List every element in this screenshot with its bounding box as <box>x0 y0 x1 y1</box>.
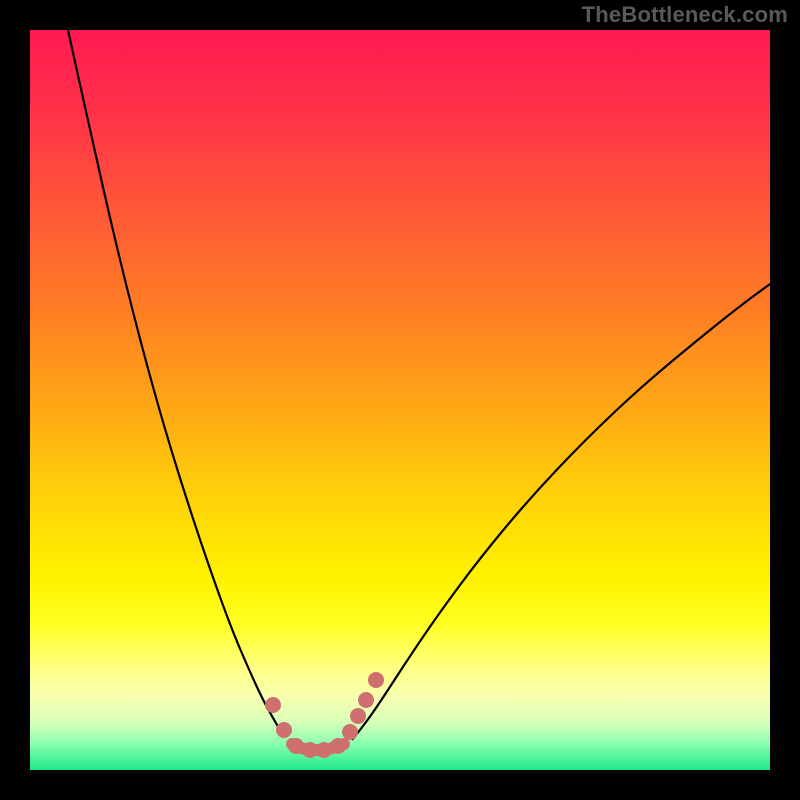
marker-dot <box>368 672 384 688</box>
watermark-text: TheBottleneck.com <box>582 2 788 28</box>
marker-dot <box>302 742 318 758</box>
marker-dot <box>288 738 304 754</box>
marker-dot <box>330 738 346 754</box>
marker-dot <box>358 692 374 708</box>
marker-dot <box>265 697 281 713</box>
marker-dot <box>342 724 358 740</box>
bottleneck-chart <box>0 0 800 800</box>
plot-background <box>30 30 770 770</box>
marker-dot <box>316 742 332 758</box>
marker-dot <box>276 722 292 738</box>
marker-dot <box>350 708 366 724</box>
